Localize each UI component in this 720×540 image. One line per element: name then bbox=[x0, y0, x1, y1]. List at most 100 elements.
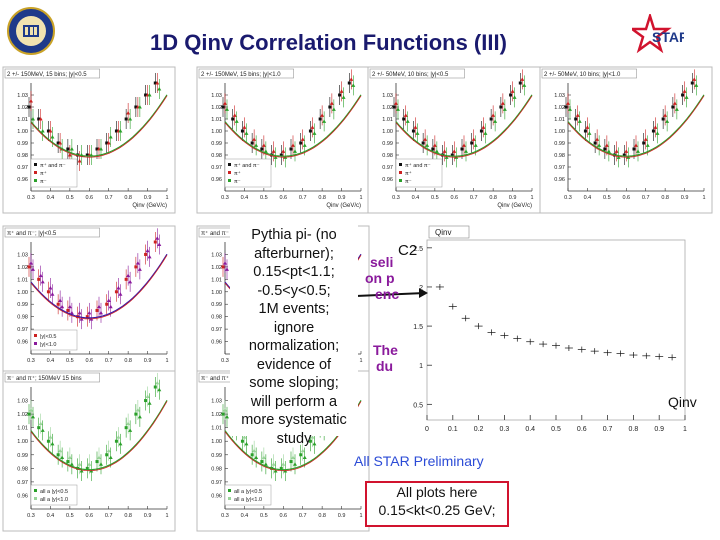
data-point bbox=[585, 125, 590, 129]
y-tick-label: 0.97 bbox=[211, 165, 222, 171]
data-point bbox=[415, 131, 420, 135]
legend-label: all a |y|<1.0 bbox=[40, 497, 68, 503]
y-tick-label: 1.03 bbox=[382, 93, 393, 99]
legend-label: |y|<1.0 bbox=[40, 342, 56, 348]
data-point bbox=[124, 426, 128, 430]
legend-marker bbox=[228, 163, 231, 166]
legend-box bbox=[224, 484, 272, 506]
data-point bbox=[665, 119, 670, 123]
data-point bbox=[134, 265, 138, 269]
data-point bbox=[232, 113, 237, 117]
data-point bbox=[473, 143, 478, 147]
data-point bbox=[460, 147, 464, 151]
data-point bbox=[144, 252, 148, 256]
data-point bbox=[464, 149, 468, 153]
y-tick-label: 0.98 bbox=[211, 315, 222, 321]
x-tick-label: 0.8 bbox=[124, 195, 132, 201]
data-point bbox=[221, 265, 225, 269]
x-tick-label: 1 bbox=[530, 195, 533, 201]
data-point bbox=[118, 441, 123, 446]
data-point bbox=[338, 93, 342, 97]
legend-marker bbox=[228, 489, 231, 492]
legend-label: π⁻ bbox=[40, 179, 47, 185]
x-tick-label: 0.4 bbox=[584, 195, 592, 201]
data-point bbox=[587, 131, 592, 135]
y-tick-label: 0.97 bbox=[17, 165, 28, 171]
data-point bbox=[126, 273, 131, 278]
y-tick-label: 1.02 bbox=[211, 105, 222, 111]
c2-y-tick-label: 1 bbox=[419, 363, 423, 370]
data-point bbox=[423, 137, 428, 141]
data-point bbox=[118, 292, 123, 296]
fit-curve bbox=[224, 95, 362, 158]
data-point bbox=[339, 89, 344, 93]
legend-label: π⁺ and π⁻ bbox=[40, 162, 66, 169]
data-point bbox=[279, 466, 283, 470]
data-point bbox=[153, 240, 157, 244]
x-tick-label: 0.8 bbox=[124, 358, 132, 364]
data-point bbox=[46, 129, 50, 133]
data-point bbox=[261, 455, 266, 459]
y-tick-label: 0.97 bbox=[17, 327, 28, 333]
data-point bbox=[128, 428, 133, 432]
data-point bbox=[681, 93, 685, 97]
note-line: ignore bbox=[273, 319, 315, 336]
note-line: afterburner); bbox=[254, 245, 334, 262]
university-seal-logo bbox=[7, 7, 55, 55]
x-tick-label: 0.6 bbox=[622, 195, 630, 201]
data-point bbox=[144, 93, 148, 97]
data-point bbox=[77, 310, 82, 315]
y-tick-label: 0.96 bbox=[211, 177, 222, 183]
data-point bbox=[606, 149, 611, 153]
x-tick-label: 0.4 bbox=[241, 195, 249, 201]
data-point bbox=[99, 310, 103, 315]
c2-x-tick-label: 0 bbox=[425, 426, 429, 433]
y-tick-label: 1.03 bbox=[211, 252, 222, 258]
data-point bbox=[672, 101, 677, 105]
data-point bbox=[223, 101, 227, 105]
note-line: normalization; bbox=[248, 338, 340, 354]
data-point bbox=[37, 277, 41, 281]
legend-label: all a |y|<1.0 bbox=[234, 497, 262, 503]
data-point bbox=[244, 441, 249, 446]
data-point bbox=[402, 117, 406, 121]
data-point bbox=[157, 387, 162, 392]
panel-title-box bbox=[4, 372, 100, 383]
data-point bbox=[444, 155, 449, 159]
data-point bbox=[134, 412, 138, 416]
legend-marker bbox=[34, 497, 37, 500]
data-point bbox=[124, 277, 128, 281]
x-tick-label: 0.9 bbox=[144, 195, 152, 201]
fragment-4: The bbox=[373, 342, 398, 358]
note-line: will perform a bbox=[250, 393, 338, 410]
y-tick-label: 1.01 bbox=[211, 277, 222, 283]
data-point bbox=[79, 317, 84, 321]
y-tick-label: 0.97 bbox=[17, 480, 28, 486]
data-point bbox=[38, 117, 43, 121]
data-point bbox=[479, 129, 483, 133]
data-point bbox=[69, 310, 74, 315]
data-point bbox=[328, 105, 332, 109]
data-point bbox=[106, 448, 111, 453]
data-point bbox=[493, 119, 498, 123]
x-tick-label: 0.8 bbox=[318, 195, 326, 201]
y-tick-label: 1.00 bbox=[17, 439, 28, 445]
data-point bbox=[263, 149, 268, 153]
y-tick-label: 1.01 bbox=[382, 117, 393, 123]
data-point bbox=[56, 141, 60, 145]
data-point bbox=[144, 399, 148, 403]
data-point bbox=[452, 149, 457, 153]
data-point bbox=[300, 448, 305, 453]
data-point bbox=[254, 143, 259, 147]
data-point bbox=[310, 125, 315, 129]
c2-x-tick-label: 0.3 bbox=[500, 426, 510, 433]
y-tick-label: 0.96 bbox=[211, 340, 222, 346]
x-tick-label: 0.8 bbox=[661, 195, 669, 201]
data-point bbox=[347, 81, 351, 85]
data-point bbox=[509, 93, 513, 97]
y-tick-label: 1.02 bbox=[211, 265, 222, 271]
data-point bbox=[279, 153, 283, 157]
y-tick-label: 1.03 bbox=[554, 93, 565, 99]
data-point bbox=[318, 117, 322, 121]
data-point bbox=[134, 105, 138, 109]
